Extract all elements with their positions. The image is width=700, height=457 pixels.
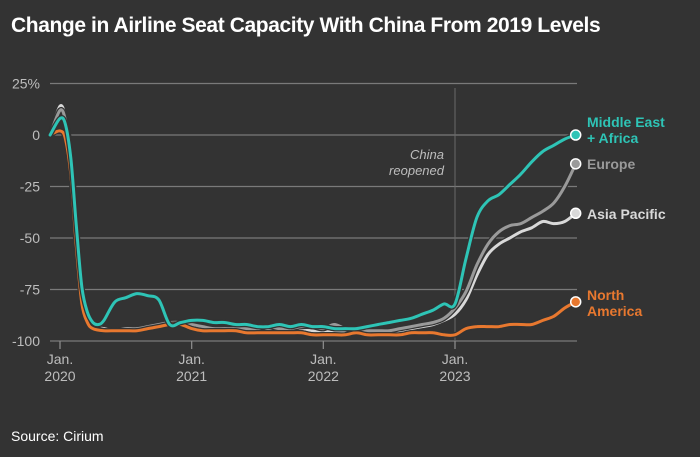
chart-title: Change in Airline Seat Capacity With Chi… [11, 14, 601, 37]
y-tick-label: -100 [12, 333, 40, 349]
series-label-middle-east-africa: Middle East [587, 114, 665, 130]
y-tick-label: -50 [20, 230, 40, 246]
x-tick-label: Jan. [47, 351, 73, 367]
annotation-text: reopened [389, 163, 445, 178]
series-label-north-america: North [587, 287, 624, 303]
x-tick-label: 2020 [44, 368, 75, 384]
series-label-asia-pacific: Asia Pacific [587, 206, 666, 222]
source-note: Source: Cirium [11, 428, 104, 444]
series-label-europe: Europe [587, 156, 635, 172]
y-tick-label: -75 [20, 282, 40, 298]
series-endpoint-europe [569, 158, 582, 170]
x-tick-label: Jan. [442, 351, 468, 367]
series-line-middle-east-africa [48, 116, 578, 331]
x-tick-label: 2021 [176, 368, 207, 384]
gridlines [50, 82, 577, 342]
x-tick-label: Jan. [178, 351, 204, 367]
x-tick-label: 2023 [439, 368, 470, 384]
series-endpoint-middle-east-africa [569, 129, 582, 141]
series-endpoint-north-america [569, 296, 582, 308]
series-label-middle-east-africa: + Africa [587, 130, 638, 146]
series-line-north-america [48, 129, 578, 337]
y-tick-label: -25 [20, 179, 40, 195]
y-tick-label: 25% [12, 76, 40, 92]
series-endpoint-asia-pacific [569, 207, 582, 220]
series-label-north-america: America [587, 303, 642, 319]
y-axis-tick-labels: 25% 0 -25 -50 -75 -100 [12, 76, 40, 350]
series-lines [47, 102, 579, 339]
x-tick-label: Jan. [310, 351, 336, 367]
annotation-text: China [410, 147, 444, 162]
y-tick-label: 0 [32, 127, 40, 143]
x-tick-label: 2022 [308, 368, 339, 384]
